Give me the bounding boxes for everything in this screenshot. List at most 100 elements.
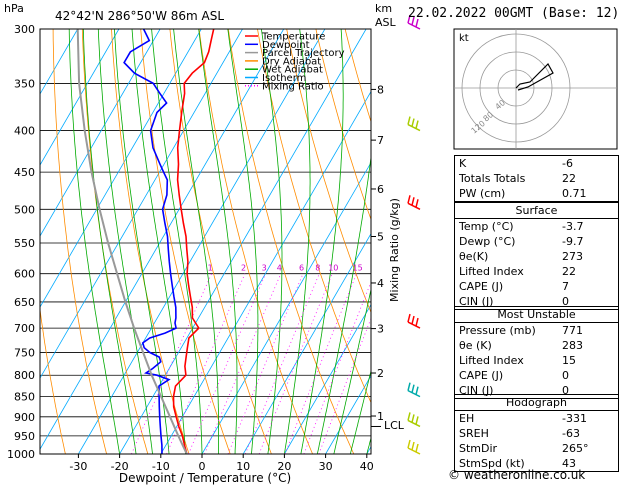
wet-adiabat xyxy=(131,29,186,454)
index-row: Totals Totals 22 xyxy=(459,172,576,185)
wet-adiabat xyxy=(68,29,120,454)
most-unstable-box: Most Unstable Pressure (mb) 771 θe (K) 283… xyxy=(454,306,619,399)
surface-row: Lifted Index 22 xyxy=(459,265,576,278)
pressure-tick-label: 300 xyxy=(14,23,35,36)
dry-adiabat xyxy=(81,29,149,454)
isotherm xyxy=(40,29,202,308)
mixing-ratio-label: 3 xyxy=(262,264,267,273)
km-tick-label: 5 xyxy=(377,230,384,243)
wind-barb xyxy=(407,439,421,455)
surface-row: Dewp (°C) -9.7 xyxy=(459,235,584,248)
wet-adiabat xyxy=(317,154,371,454)
hodo-row: EH -331 xyxy=(459,412,587,425)
legend-entry: Wet Adiabat xyxy=(262,65,323,76)
isotherm xyxy=(325,374,371,454)
mu-row: Lifted Index 15 xyxy=(459,354,576,367)
isotherm xyxy=(40,29,161,237)
pressure-tick-label: 700 xyxy=(14,322,35,335)
pressure-tick-label: 1000 xyxy=(7,448,35,461)
mixing-ratio-label: 20 xyxy=(370,264,380,273)
wind-barb xyxy=(407,313,421,329)
mixing-ratio-line xyxy=(131,273,212,454)
wet-adiabat xyxy=(227,29,259,454)
mixing-ratio-label: 8 xyxy=(315,264,320,273)
mixing-ratio-line xyxy=(284,273,357,454)
index-row: K -6 xyxy=(459,157,573,170)
hodograph-table-box: Hodograph EH -331 SREH -63 StmDir 265° StmS… xyxy=(454,394,619,472)
temp-tick-label: 40 xyxy=(360,460,374,473)
temp-tick-label: 10 xyxy=(236,460,250,473)
mu-row: CIN (J) 0 xyxy=(459,384,569,397)
legend-entry: Isotherm xyxy=(262,73,306,84)
isotherm xyxy=(160,90,371,454)
dry-adiabat xyxy=(286,29,371,314)
pressure-tick-label: 800 xyxy=(14,369,35,382)
dry-adiabat xyxy=(140,29,231,454)
km-tick-label: 7 xyxy=(377,134,384,147)
wet-adiabat xyxy=(151,29,203,454)
km-tick-label: 1 xyxy=(377,410,384,423)
wind-barb xyxy=(407,14,421,30)
hodo-row: StmDir 265° xyxy=(459,442,589,455)
hodograph-table-title: Hodograph xyxy=(455,395,618,411)
hodograph-unit: kt xyxy=(459,33,469,44)
surface-row: Temp (°C) -3.7 xyxy=(459,220,584,233)
wind-barb xyxy=(407,116,421,132)
pressure-tick-label: 650 xyxy=(14,296,35,309)
wet-adiabat xyxy=(198,29,238,454)
km-tick-label: 8 xyxy=(377,83,384,96)
datetime-label: 22.02.2022 00GMT (Base: 12) xyxy=(408,6,620,21)
isotherm xyxy=(201,161,371,454)
mu-row: Pressure (mb) 771 xyxy=(459,324,583,337)
wet-adiabat xyxy=(333,287,371,454)
wet-adiabat xyxy=(82,29,137,454)
series-parcel-trajectory xyxy=(76,29,188,454)
mixing-ratio-line xyxy=(204,273,282,454)
wet-adiabat xyxy=(349,369,371,454)
hodo-row: SREH -63 xyxy=(459,427,580,440)
pressure-tick-label: 850 xyxy=(14,391,35,404)
legend-entry: Dry Adiabat xyxy=(262,56,321,67)
surface-box: Surface Temp (°C) -3.7 Dewp (°C) -9.7 θe(K… xyxy=(454,202,619,310)
pressure-tick-label: 950 xyxy=(14,430,35,443)
index-row: PW (cm) 0.71 xyxy=(459,187,587,200)
most-unstable-title: Most Unstable xyxy=(455,307,618,323)
plot-frame xyxy=(39,28,372,455)
mu-row: CAPE (J) 0 xyxy=(459,369,569,382)
mixing-ratio-line xyxy=(258,273,333,454)
wind-barb xyxy=(407,412,421,428)
mixing-ratio-axis-label: Mixing Ratio (g/kg) xyxy=(388,198,401,302)
temp-tick-label: 30 xyxy=(319,460,333,473)
wet-adiabat xyxy=(97,29,153,454)
km-tick-label: 2 xyxy=(377,367,384,380)
hodograph-trace xyxy=(515,63,554,91)
mu-row: θe (K) 283 xyxy=(459,339,583,352)
mixing-ratio-label: 1 xyxy=(208,264,213,273)
isotherm xyxy=(40,29,120,166)
location-label: 42°42'N 286°50'W 86m ASL xyxy=(55,9,224,23)
legend-entry: Mixing Ratio xyxy=(262,81,324,92)
mixing-ratio-line xyxy=(166,273,246,454)
mixing-ratio-label: 4 xyxy=(277,264,282,273)
pressure-tick-label: 350 xyxy=(14,77,35,90)
isotherm xyxy=(119,29,367,454)
surface-row: θe(K) 273 xyxy=(459,250,583,263)
mixing-ratio-label: 15 xyxy=(353,264,363,273)
pressure-tick-label: 450 xyxy=(14,166,35,179)
x-axis-label: Dewpoint / Temperature (°C) xyxy=(119,471,291,485)
surface-row: CAPE (J) 7 xyxy=(459,280,569,293)
wet-adiabat xyxy=(284,29,311,454)
pressure-tick-label: 900 xyxy=(14,411,35,424)
legend-entry: Temperature xyxy=(261,32,325,43)
dry-adiabat xyxy=(227,29,355,454)
pressure-tick-label: 550 xyxy=(14,237,35,250)
mixing-ratio-label: 10 xyxy=(328,264,338,273)
isotherm xyxy=(40,29,79,95)
legend-entry: Dewpoint xyxy=(262,40,310,51)
surface-title: Surface xyxy=(455,203,618,219)
km-tick-label: 4 xyxy=(377,277,384,290)
mixing-ratio-line xyxy=(303,280,371,454)
temp-tick-label: 20 xyxy=(277,460,291,473)
